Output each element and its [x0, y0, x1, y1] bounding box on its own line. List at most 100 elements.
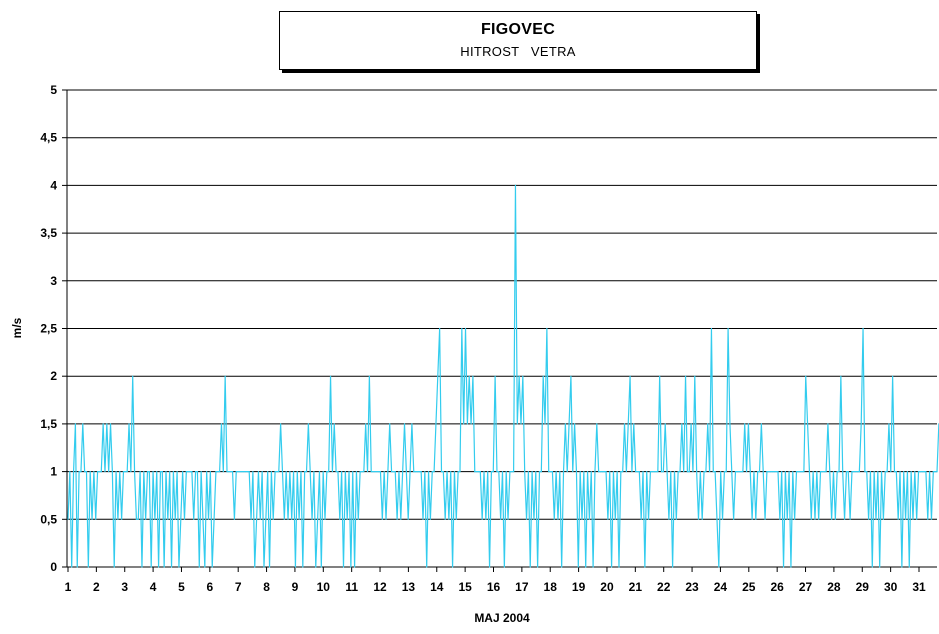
- x-tick-label: 7: [235, 580, 242, 594]
- data-point: [749, 471, 751, 473]
- data-point: [819, 471, 822, 473]
- data-point: [725, 471, 727, 473]
- data-point: [420, 471, 422, 473]
- x-tick-label: 9: [292, 580, 299, 594]
- data-point: [450, 471, 452, 473]
- data-point: [72, 471, 75, 473]
- data-point: [633, 423, 635, 425]
- x-tick-label: 24: [714, 580, 728, 594]
- data-point: [198, 566, 200, 568]
- data-point: [233, 518, 236, 520]
- chart-subtitle: HITROST VETRA: [460, 44, 576, 59]
- data-point: [666, 471, 668, 473]
- data-point: [851, 471, 853, 473]
- data-point: [623, 423, 626, 425]
- data-point: [339, 518, 341, 520]
- data-point: [237, 471, 239, 473]
- data-point: [148, 471, 150, 473]
- data-point: [150, 566, 152, 568]
- data-point: [451, 566, 454, 568]
- data-point: [596, 423, 598, 425]
- data-point: [753, 471, 755, 473]
- data-point: [788, 471, 790, 473]
- data-point: [193, 518, 195, 520]
- data-point: [163, 566, 165, 568]
- data-point: [551, 471, 554, 473]
- data-point: [263, 566, 265, 568]
- data-point: [470, 423, 472, 425]
- data-point: [697, 518, 700, 520]
- data-point: [925, 471, 927, 473]
- data-point: [461, 327, 463, 330]
- data-point: [455, 518, 457, 520]
- data-point: [784, 471, 786, 473]
- data-point: [355, 471, 358, 473]
- data-point: [137, 518, 139, 520]
- data-point: [376, 471, 378, 473]
- data-point: [189, 471, 191, 473]
- y-tick-label: 4: [50, 178, 57, 192]
- data-point: [342, 566, 345, 568]
- data-point: [213, 518, 215, 520]
- data-point: [579, 471, 581, 473]
- data-point: [257, 471, 260, 473]
- data-point: [389, 423, 391, 425]
- data-point: [773, 471, 775, 473]
- data-point: [84, 471, 86, 473]
- data-point: [93, 471, 95, 473]
- data-point: [206, 471, 208, 473]
- data-point: [285, 471, 287, 473]
- x-tick-label: 26: [770, 580, 784, 594]
- data-point: [385, 518, 387, 520]
- data-point: [696, 471, 698, 473]
- data-point: [588, 518, 591, 520]
- data-point: [858, 471, 860, 473]
- data-point: [903, 471, 905, 473]
- data-point: [657, 471, 659, 473]
- data-point: [559, 471, 561, 473]
- data-point: [629, 375, 631, 377]
- data-point: [570, 375, 572, 377]
- data-point: [546, 327, 548, 330]
- data-point: [333, 423, 335, 425]
- data-point: [85, 471, 88, 473]
- data-point: [721, 518, 724, 520]
- data-point: [446, 471, 448, 473]
- data-point: [287, 518, 289, 520]
- data-point: [307, 423, 309, 425]
- data-point: [818, 518, 820, 520]
- x-tick-label: 25: [742, 580, 756, 594]
- data-point: [672, 566, 674, 568]
- y-axis-title: m/s: [10, 317, 24, 338]
- data-point: [402, 471, 404, 473]
- data-point: [226, 471, 228, 473]
- x-tick-label: 2: [93, 580, 100, 594]
- data-point: [91, 518, 93, 520]
- data-point: [348, 471, 350, 473]
- data-point: [549, 471, 552, 473]
- data-point: [829, 471, 831, 473]
- data-point: [893, 471, 896, 473]
- data-point: [361, 471, 363, 473]
- data-point: [281, 471, 284, 473]
- data-point: [607, 518, 609, 520]
- data-point: [113, 566, 115, 568]
- data-point: [825, 471, 827, 473]
- data-point: [106, 423, 108, 425]
- data-point: [274, 471, 276, 473]
- data-point: [605, 471, 607, 473]
- data-point: [618, 566, 620, 568]
- data-point: [378, 471, 380, 473]
- data-point: [786, 518, 788, 520]
- y-tick-label: 2: [50, 369, 57, 383]
- x-tick-label: 5: [178, 580, 185, 594]
- y-tick-label: 0: [50, 560, 57, 574]
- data-point: [816, 471, 818, 473]
- data-point: [302, 566, 304, 568]
- data-point: [555, 471, 557, 473]
- data-point: [590, 471, 592, 473]
- data-point: [520, 423, 522, 425]
- data-point: [283, 518, 285, 520]
- data-point: [400, 518, 402, 520]
- data-point: [300, 471, 302, 473]
